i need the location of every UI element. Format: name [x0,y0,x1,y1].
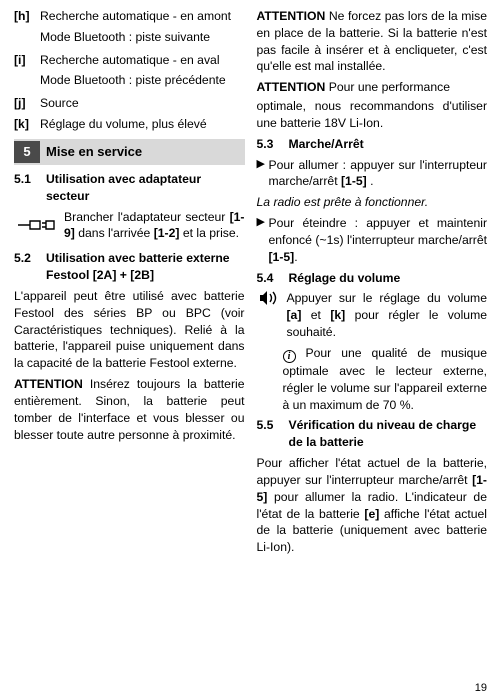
ref-k: [k] [330,308,345,322]
t: dans l'arrivée [75,226,154,240]
info-note: i Pour une qualité de musique optimale a… [283,345,488,413]
ref-1-5: [1-5] [341,174,367,188]
item-j: [j] Source [14,95,245,112]
item-h-sub: Mode Bluetooth : piste suivante [40,29,245,46]
t: Appuyer sur le réglage du volume [287,291,488,305]
info-icon: i [283,350,296,363]
subhead-5-2-num: 5.2 [14,250,46,284]
subhead-5-2-title: Utilisation avec batterie externe Festoo… [46,250,245,284]
subhead-5-3: 5.3 Marche/Arrêt [257,136,488,153]
t: et la prise. [179,226,239,240]
adapter-text: Brancher l'adaptateur secteur [1-9] dans… [64,209,245,243]
t: Brancher l'adaptateur secteur [64,210,230,224]
section-5-head: 5 Mise en service [14,139,245,165]
page: [h] Recherche automatique - en amont Mod… [0,0,501,568]
para-attention-3b: optimale, nous recommandons d'utiliser u… [257,98,488,132]
t: Pour éteindre : appuyer et maintenir enf… [269,216,488,247]
bullet-on-text: Pour allumer : appuyer sur l'interrupteu… [269,157,488,191]
ref-1-5: [1-5] [269,250,295,264]
item-j-text: Source [40,95,245,112]
subhead-5-5-num: 5.5 [257,417,289,451]
section-5-num: 5 [14,141,40,163]
item-k-key: [k] [14,116,40,133]
item-i-text: Recherche automatique - en aval [40,52,245,69]
attention-label: ATTENTION [257,80,326,94]
t: . [367,174,374,188]
item-h: [h] Recherche automatique - en amont [14,8,245,25]
speaker-icon [257,290,281,340]
item-h-text: Recherche automatique - en amont [40,8,245,25]
bullet-on: ▶ Pour allumer : appuyer sur l'interrupt… [257,157,488,191]
page-number: 19 [475,682,487,694]
bullet-off: ▶ Pour éteindre : appuyer et maintenir e… [257,215,488,265]
t: Pour afficher l'état actuel de la batter… [257,456,488,487]
subhead-5-3-title: Marche/Arrêt [289,136,488,153]
subhead-5-4-num: 5.4 [257,270,289,287]
subhead-5-1-title: Utilisation avec adaptateur secteur [46,171,245,205]
section-5-title: Mise en service [46,143,142,161]
para-attention-2: ATTENTION Ne forcez pas lors de la mise … [257,8,488,75]
para-battery: L'appareil peut être utilisé avec batter… [14,288,245,372]
info-text: Pour une qualité de musique optimale ave… [283,346,488,412]
item-k-text: Réglage du volume, plus élevé [40,116,245,133]
attention-label: ATTENTION [14,377,83,391]
bullet-marker: ▶ [257,157,269,191]
subhead-5-4: 5.4 Réglage du volume [257,270,488,287]
item-j-key: [j] [14,95,40,112]
t: . [294,250,297,264]
para-battery-check: Pour afficher l'état actuel de la batter… [257,455,488,556]
item-i-sub: Mode Bluetooth : piste précédente [40,72,245,89]
subhead-5-2: 5.2 Utilisation avec batterie externe Fe… [14,250,245,284]
item-i: [i] Recherche automatique - en aval [14,52,245,69]
ref-e: [e] [364,507,379,521]
t: et [301,308,330,322]
adapter-row: Brancher l'adaptateur secteur [1-9] dans… [14,209,245,247]
para-attention-3a: ATTENTION Pour une performance [257,79,488,96]
ref-1-2: [1-2] [154,226,180,240]
volume-text: Appuyer sur le réglage du volume [a] et … [287,290,488,340]
attention-label: ATTENTION [257,9,326,23]
bullet-off-text: Pour éteindre : appuyer et maintenir enf… [269,215,488,265]
t: Pour une performance [325,80,450,94]
left-column: [h] Recherche automatique - en amont Mod… [14,8,245,560]
adapter-icon [14,209,58,237]
subhead-5-4-title: Réglage du volume [289,270,488,287]
volume-row: Appuyer sur le réglage du volume [a] et … [257,290,488,340]
item-k: [k] Réglage du volume, plus élevé [14,116,245,133]
subhead-5-1-num: 5.1 [14,171,46,205]
para-attention-1: ATTENTION Insérez toujours la batterie e… [14,376,245,443]
right-column: ATTENTION Ne forcez pas lors de la mise … [257,8,488,560]
t: Pour allumer : appuyer sur l'interrupteu… [269,158,488,189]
item-h-key: [h] [14,8,40,25]
subhead-5-1: 5.1 Utilisation avec adaptateur secteur [14,171,245,205]
subhead-5-5-title: Vérification du niveau de charge de la b… [289,417,488,451]
subhead-5-5: 5.5 Vérification du niveau de charge de … [257,417,488,451]
bullet-marker: ▶ [257,215,269,265]
subhead-5-3-num: 5.3 [257,136,289,153]
item-i-key: [i] [14,52,40,69]
para-ready: La radio est prête à fonctionner. [257,194,488,211]
ref-a: [a] [287,308,302,322]
